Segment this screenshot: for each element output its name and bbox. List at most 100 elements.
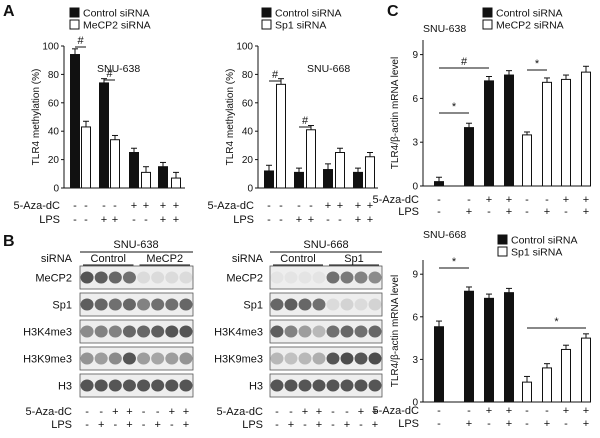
legend-label: Sp1 siRNA xyxy=(511,247,562,259)
bar xyxy=(294,171,304,189)
blot-band xyxy=(94,352,108,365)
treatment-sign: - xyxy=(309,200,313,212)
y-axis-title: TLR4/β-actin mRNA level xyxy=(390,57,401,169)
legend-swatch xyxy=(261,19,272,30)
blot-strip xyxy=(269,292,383,317)
treatment-sign: + xyxy=(160,200,166,212)
blot-strip xyxy=(79,346,194,371)
blot-band xyxy=(340,352,354,365)
treatment-sign: + xyxy=(355,200,361,212)
treatment-sign: + xyxy=(372,419,378,431)
legend-label: Control siRNA xyxy=(83,8,150,20)
blot-cell-line: SNU-638 xyxy=(113,239,158,251)
blot-band xyxy=(165,271,179,284)
blot-band xyxy=(368,271,382,284)
bar xyxy=(264,170,274,189)
blot-strip xyxy=(269,346,383,371)
blot-band xyxy=(298,298,312,311)
treatment-row-label: LPS xyxy=(398,418,419,430)
treatment-sign: - xyxy=(437,194,441,206)
blot-band xyxy=(80,298,94,311)
treatment-row-label: LPS xyxy=(398,206,419,218)
treatment-sign: + xyxy=(143,200,149,212)
legend-label: MeCP2 siRNA xyxy=(83,20,151,32)
bar xyxy=(504,292,514,403)
treatment-sign: - xyxy=(437,418,441,430)
blot-band xyxy=(326,379,340,392)
treatment-sign: - xyxy=(338,214,342,226)
blot-band xyxy=(94,271,108,284)
y-tick-label: 60 xyxy=(48,98,60,109)
blot-band xyxy=(368,298,382,311)
treatment-sign: + xyxy=(337,200,343,212)
treatment-row-label: 5-Aza-dC xyxy=(208,200,255,212)
blot-band xyxy=(108,352,122,365)
treatment-sign: + xyxy=(308,214,314,226)
treatment-sign: - xyxy=(525,206,529,218)
treatment-row-label: 5-Aza-dC xyxy=(14,200,61,212)
treatment-sign: - xyxy=(545,405,549,417)
treatment-sign: + xyxy=(583,206,589,218)
blot-band xyxy=(94,298,108,311)
blot-band xyxy=(284,271,298,284)
bar xyxy=(522,381,532,403)
blot-b-right-snu668: SNU-668 siRNA Control Sp1 MeCP2 Sp1 H3K4me3 H3K… xyxy=(214,239,383,431)
blot-band xyxy=(298,379,312,392)
treatment-sign: - xyxy=(279,200,283,212)
blot-band xyxy=(326,271,340,284)
treatment-sign: - xyxy=(297,200,301,212)
blot-band xyxy=(179,379,193,392)
sirna-group-label: Control xyxy=(280,253,315,265)
treatment-sign: - xyxy=(545,194,549,206)
blot-band xyxy=(108,271,122,284)
panel-label-a: A xyxy=(3,3,15,20)
blot-band xyxy=(80,379,94,392)
y-tick-label: 100 xyxy=(236,42,253,53)
treatment-row-label: 5-Aza-dC xyxy=(373,194,420,206)
blot-band xyxy=(165,325,179,338)
blot-band xyxy=(284,325,298,338)
blot-band xyxy=(298,352,312,365)
blot-band xyxy=(312,271,326,284)
blot-band xyxy=(122,379,136,392)
treatment-row-label: 5-Aza-dC xyxy=(26,406,73,418)
treatment-sign: - xyxy=(525,418,529,430)
blot-band xyxy=(165,298,179,311)
sirna-row-label: siRNA xyxy=(232,253,264,265)
treatment-sign: + xyxy=(296,214,302,226)
treatment-sign: + xyxy=(126,419,132,431)
sirna-group-label: Control xyxy=(91,253,126,265)
bar xyxy=(464,127,474,187)
blot-band xyxy=(326,325,340,338)
bar xyxy=(484,297,494,403)
bar xyxy=(434,181,444,187)
treatment-sign: - xyxy=(487,418,491,430)
blot-band xyxy=(312,298,326,311)
y-tick-label: 20 xyxy=(242,155,254,166)
y-tick-label: 3 xyxy=(412,355,418,366)
treatment-sign: + xyxy=(344,419,350,431)
blot-cell-line: SNU-668 xyxy=(303,239,348,251)
treatment-sign: + xyxy=(563,194,569,206)
y-tick-label: 100 xyxy=(42,42,59,53)
blot-band xyxy=(298,325,312,338)
blot-band xyxy=(284,298,298,311)
treatment-sign: + xyxy=(544,418,550,430)
treatment-sign: + xyxy=(367,200,373,212)
blot-band xyxy=(80,352,94,365)
treatment-sign: + xyxy=(316,406,322,418)
blot-band xyxy=(270,271,284,284)
chart-c-bottom-snu668-mrna: 0 3 6 9 TLR4/β-actin mRNA level Control siRNA… xyxy=(373,229,591,430)
blot-strip xyxy=(269,265,383,290)
blot-strip xyxy=(269,319,383,344)
blot-b-left-snu638: SNU-638 siRNA Control MeCP2 MeCP2 Sp1 H3K4me3 H… xyxy=(23,239,194,431)
treatment-row-label: LPS xyxy=(51,419,72,431)
blot-band xyxy=(368,379,382,392)
bar xyxy=(561,78,571,187)
treatment-sign: + xyxy=(183,406,189,418)
treatment-sign: + xyxy=(506,206,512,218)
legend-label: Control siRNA xyxy=(496,8,563,20)
bar xyxy=(129,152,139,189)
blot-band xyxy=(298,271,312,284)
